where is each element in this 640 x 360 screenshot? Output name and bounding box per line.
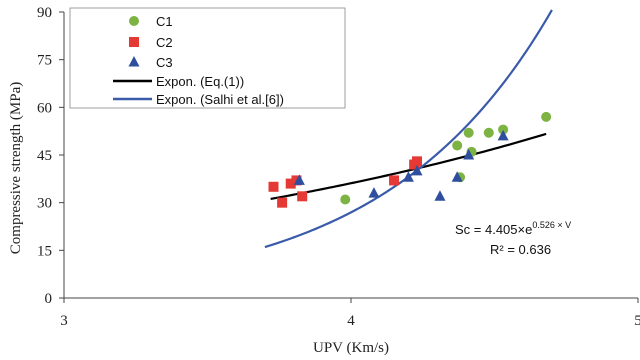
legend-label: C2 <box>156 35 173 50</box>
equation-text: Sc = 4.405×e0.526 × V <box>455 220 571 237</box>
y-tick-label: 15 <box>37 243 52 259</box>
data-point <box>368 187 380 198</box>
data-point <box>402 171 414 182</box>
legend-label: Expon. (Salhi et al.[6]) <box>156 92 284 107</box>
y-tick-label: 30 <box>37 196 52 212</box>
y-tick-label: 90 <box>37 5 52 21</box>
y-tick-label: 45 <box>37 148 52 164</box>
legend-item: Expon. (Eq.(1)) <box>113 74 244 89</box>
data-point <box>434 190 446 201</box>
legend-label: Expon. (Eq.(1)) <box>156 74 244 89</box>
x-tick-label: 5 <box>634 313 640 329</box>
equation-annotation: Sc = 4.405×e0.526 × V R² = 0.636 <box>455 220 571 257</box>
series-points <box>340 111 552 205</box>
data-point <box>411 164 423 176</box>
data-point <box>498 124 509 135</box>
legend-item: C2 <box>129 35 173 50</box>
data-point <box>340 194 351 205</box>
series-curve <box>270 132 547 201</box>
legend-marker <box>129 37 139 47</box>
legend-label: C3 <box>156 55 173 70</box>
data-point <box>497 129 509 141</box>
legend-marker <box>129 16 139 26</box>
series-points <box>293 129 509 201</box>
trend-line <box>270 132 547 201</box>
y-tick-label: 0 <box>45 291 53 307</box>
x-tick-label: 3 <box>60 313 68 329</box>
legend-label: C1 <box>156 14 173 29</box>
legend-item: Expon. (Salhi et al.[6]) <box>113 92 284 107</box>
y-axis-title: Compressive strength (MPa) <box>8 82 24 254</box>
data-point <box>389 175 400 186</box>
data-point <box>452 140 463 151</box>
legend-box <box>69 7 346 109</box>
y-tick-label: 60 <box>37 100 52 116</box>
data-point <box>293 174 305 185</box>
data-point <box>451 171 463 182</box>
data-point <box>463 149 475 160</box>
equation-exponent: 0.526 × V <box>532 220 571 230</box>
plot-area <box>264 9 553 249</box>
data-point <box>268 181 279 192</box>
data-point <box>483 127 494 138</box>
data-point <box>541 111 552 122</box>
data-point <box>285 178 296 189</box>
data-point <box>297 191 308 202</box>
r-squared-text: R² = 0.636 <box>490 242 551 257</box>
legend: C1 C2 C3 Expon. (Eq.(1)) Expon. (Salhi et al… <box>69 7 346 109</box>
data-point <box>463 127 474 138</box>
x-axis-title: UPV (Km/s) <box>313 340 389 356</box>
legend-marker <box>128 56 140 67</box>
y-tick-label: 75 <box>37 53 52 69</box>
equation-prefix: Sc = 4.405×e <box>455 222 532 237</box>
legend-item: C1 <box>129 14 173 29</box>
x-tick-label: 4 <box>347 313 355 329</box>
data-point <box>412 156 423 167</box>
data-point <box>277 197 288 208</box>
legend-item: C3 <box>128 55 173 70</box>
